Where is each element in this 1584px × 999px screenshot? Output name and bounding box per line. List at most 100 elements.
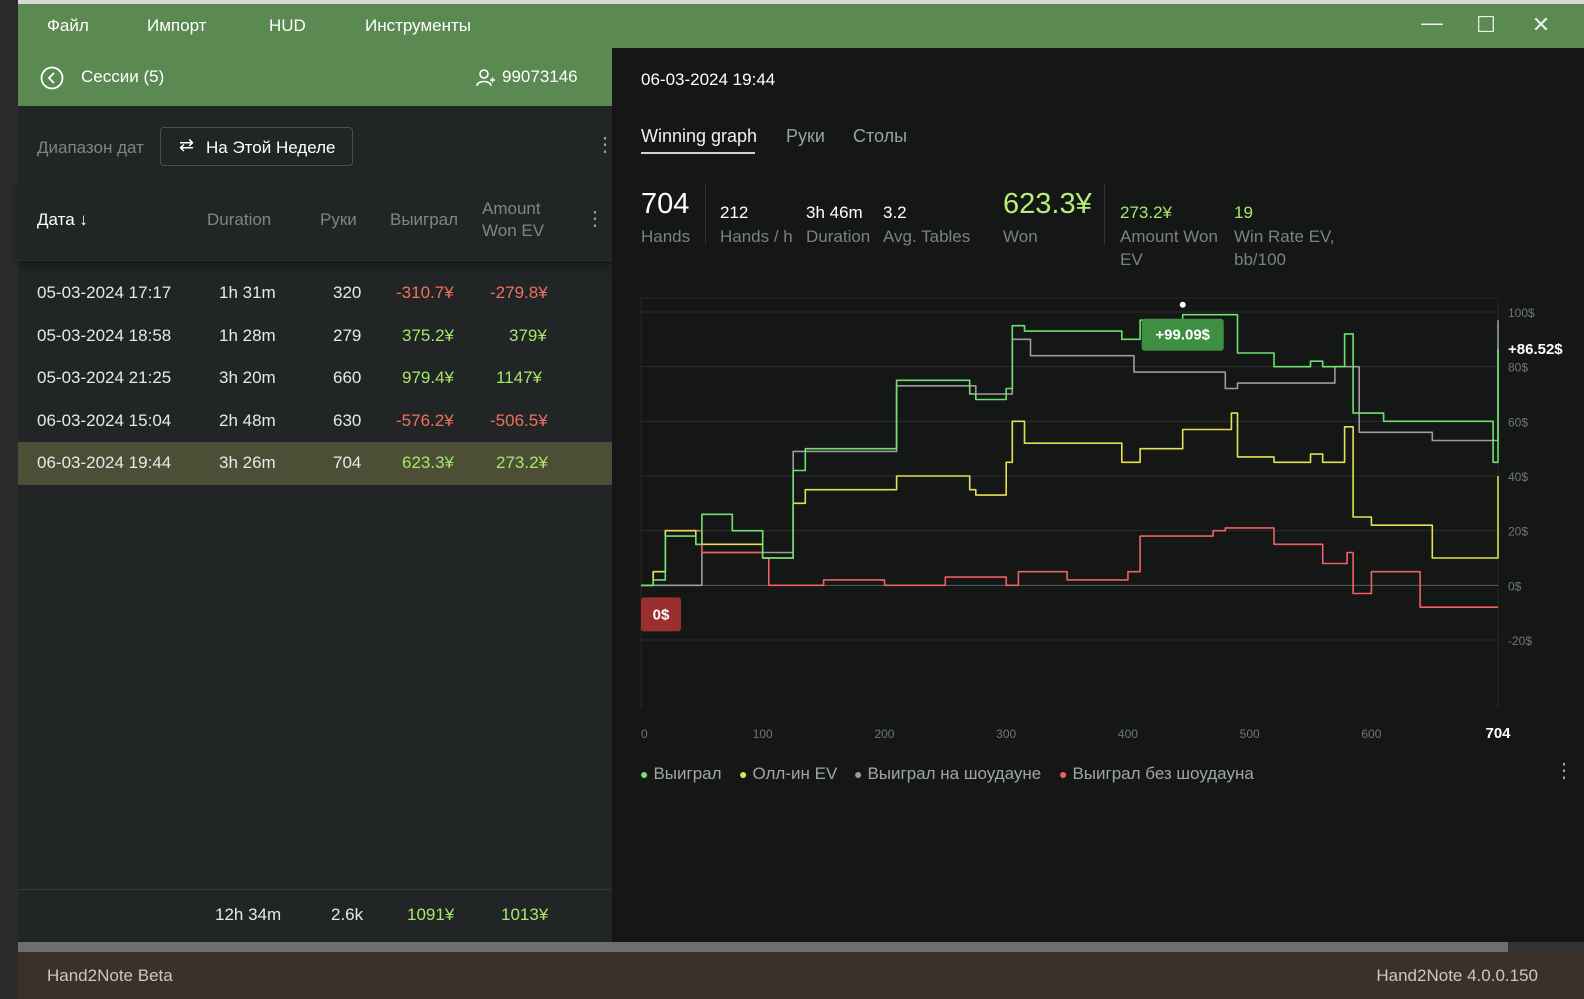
y-tick-label: 0$	[1508, 579, 1522, 593]
scrollbar-thumb[interactable]	[18, 942, 1508, 952]
column-date[interactable]: Дата ↓	[37, 210, 88, 229]
column-duration[interactable]: Duration	[207, 210, 272, 229]
stat-win-rate-ev-label1: Win Rate EV,	[1234, 227, 1335, 246]
row-date: 05-03-2024 18:58	[37, 325, 172, 345]
legend-allin-ev[interactable]: ● Олл-ин EV	[739, 764, 837, 784]
tab-tables[interactable]: Столы	[853, 126, 908, 146]
tab-hands[interactable]: Руки	[786, 126, 825, 146]
start-badge-box	[641, 597, 681, 632]
stat-avg-tables: 3.2	[883, 203, 907, 222]
window-top-border	[18, 0, 1584, 4]
stats-divider	[1104, 183, 1105, 245]
row-won: 623.3¥	[402, 453, 454, 472]
desktop-edge	[0, 0, 18, 999]
winning-graph-chart[interactable]: 100$ 80$ 60$ 40$ 20$ 0$ -20$ 0 100 200 300 400 500 6…	[612, 48, 1584, 768]
menu-hud[interactable]: HUD	[269, 16, 306, 35]
legend-showdown[interactable]: ● Выиграл на шоудауне	[854, 764, 1041, 784]
maximize-button[interactable]: ☐	[1476, 12, 1496, 37]
stat-duration-label: Duration	[806, 227, 871, 246]
column-hands[interactable]: Руки	[320, 210, 357, 229]
tooltip-point	[1179, 301, 1186, 308]
total-won: 1091¥	[407, 905, 455, 924]
stat-win-rate-ev-label2: bb/100	[1234, 250, 1286, 269]
legend-dot-icon: ●	[640, 766, 649, 782]
row-duration: 3h 26m	[219, 453, 276, 472]
horizontal-scrollbar[interactable]	[18, 942, 1584, 952]
row-hands: 704	[333, 453, 362, 472]
stat-hands-per-hour-label: Hands / h	[720, 227, 793, 246]
columns-more-icon[interactable]: ⋮	[585, 208, 605, 230]
session-row-4[interactable]: 06-03-2024 15:04 2h 48m 630 -576.2¥ -506…	[18, 400, 612, 443]
row-duration: 2h 48m	[219, 410, 276, 430]
legend-won[interactable]: ● Выиграл	[640, 764, 722, 784]
stat-hands-label: Hands	[641, 227, 691, 246]
point-tooltip: +99.09$	[1141, 301, 1224, 351]
row-ev: -279.8¥	[490, 283, 548, 302]
date-range-label: Диапазон дат	[37, 138, 144, 157]
row-duration: 1h 31m	[219, 283, 276, 302]
date-range-button[interactable]: ⇄ На Этой Неделе	[160, 127, 353, 166]
close-button[interactable]: ✕	[1531, 12, 1551, 37]
stat-amount-won-ev-label2: EV	[1120, 250, 1143, 269]
menu-import[interactable]: Импорт	[147, 16, 207, 35]
legend-dot-icon: ●	[854, 766, 863, 782]
column-won[interactable]: Выиграл	[390, 210, 459, 229]
tab-winning-graph[interactable]: Winning graph	[641, 126, 758, 146]
session-row-5-selected[interactable]: 06-03-2024 19:44 3h 26m 704 623.3¥ 273.2…	[18, 442, 612, 485]
date-range-button-label: На Этой Неделе	[206, 138, 336, 157]
tooltip-value: +99.09$	[1155, 327, 1210, 344]
title-bar: Файл Импорт HUD Инструменты — ☐ ✕	[18, 4, 1584, 48]
player-id[interactable]: 99073146	[502, 67, 578, 86]
legend-dot-icon: ●	[1059, 766, 1068, 782]
total-ev: 1013¥	[501, 905, 549, 924]
minimize-button[interactable]: —	[1421, 10, 1443, 35]
line-won	[641, 313, 1499, 587]
back-icon[interactable]	[40, 66, 64, 90]
sessions-title: Сессии (5)	[81, 67, 165, 86]
tooltip-box	[1141, 318, 1224, 351]
row-won: -576.2¥	[396, 410, 454, 430]
legend-showdown-label: Выиграл на шоудауне	[867, 764, 1042, 783]
y-tick-label: 20$	[1508, 525, 1528, 539]
x-tick-label: 100	[753, 727, 773, 741]
session-title: 06-03-2024 19:44	[641, 70, 776, 89]
row-duration: 3h 20m	[219, 368, 276, 387]
row-date: 06-03-2024 19:44	[37, 453, 172, 472]
menu-file[interactable]: Файл	[47, 16, 89, 35]
menu-tools[interactable]: Инструменты	[365, 16, 472, 35]
app-version: Hand2Note 4.0.0.150	[1376, 966, 1538, 985]
column-ev-line1: Amount	[482, 199, 541, 218]
line-non-showdown	[641, 527, 1498, 608]
legend-allin-ev-label: Олл-ин EV	[752, 764, 838, 783]
x-tick-label: 500	[1240, 727, 1260, 741]
column-ev-line2: Won EV	[482, 221, 545, 240]
row-date: 05-03-2024 21:25	[37, 368, 172, 387]
stats-divider	[705, 183, 706, 245]
x-tick-label: 400	[1118, 727, 1138, 741]
stat-win-rate-ev: 19	[1234, 203, 1253, 222]
active-tab-underline	[641, 152, 755, 154]
total-hands: 2.6k	[331, 905, 364, 924]
row-hands: 660	[333, 368, 362, 387]
sessions-panel: Сессии (5) 99073146 Диапазон дат ⇄ На Эт…	[18, 48, 615, 942]
row-hands: 279	[333, 325, 362, 345]
column-amount-won-ev[interactable]: Amount Won EV	[482, 198, 544, 242]
session-row-1[interactable]: 05-03-2024 17:17 1h 31m 320 -310.7¥ -279…	[18, 272, 612, 315]
line-showdown	[641, 320, 1499, 587]
session-row-3[interactable]: 05-03-2024 21:25 3h 20m 660 979.4¥ 1147¥	[18, 357, 612, 400]
stat-won-label: Won	[1003, 227, 1038, 246]
x-tick-label: 0	[641, 727, 648, 741]
x-tick-label: 300	[996, 727, 1016, 741]
stat-avg-tables-label: Avg. Tables	[883, 227, 971, 246]
filter-more-icon[interactable]: ⋮	[595, 134, 615, 156]
start-badge-value: 0$	[653, 606, 670, 623]
row-won: 979.4¥	[402, 368, 454, 387]
session-row-2[interactable]: 05-03-2024 18:58 1h 28m 279 375.2¥ 379¥	[18, 315, 612, 358]
stat-amount-won-ev-label1: Amount Won	[1120, 227, 1218, 246]
row-hands: 630	[333, 410, 362, 430]
stat-hands-value: 704	[641, 188, 690, 220]
legend-non-showdown[interactable]: ● Выиграл без шоудауна	[1059, 764, 1254, 784]
row-won: 375.2¥	[402, 325, 454, 345]
stat-duration: 3h 46m	[806, 203, 863, 222]
chart-more-icon[interactable]: ⋮	[1554, 760, 1574, 782]
